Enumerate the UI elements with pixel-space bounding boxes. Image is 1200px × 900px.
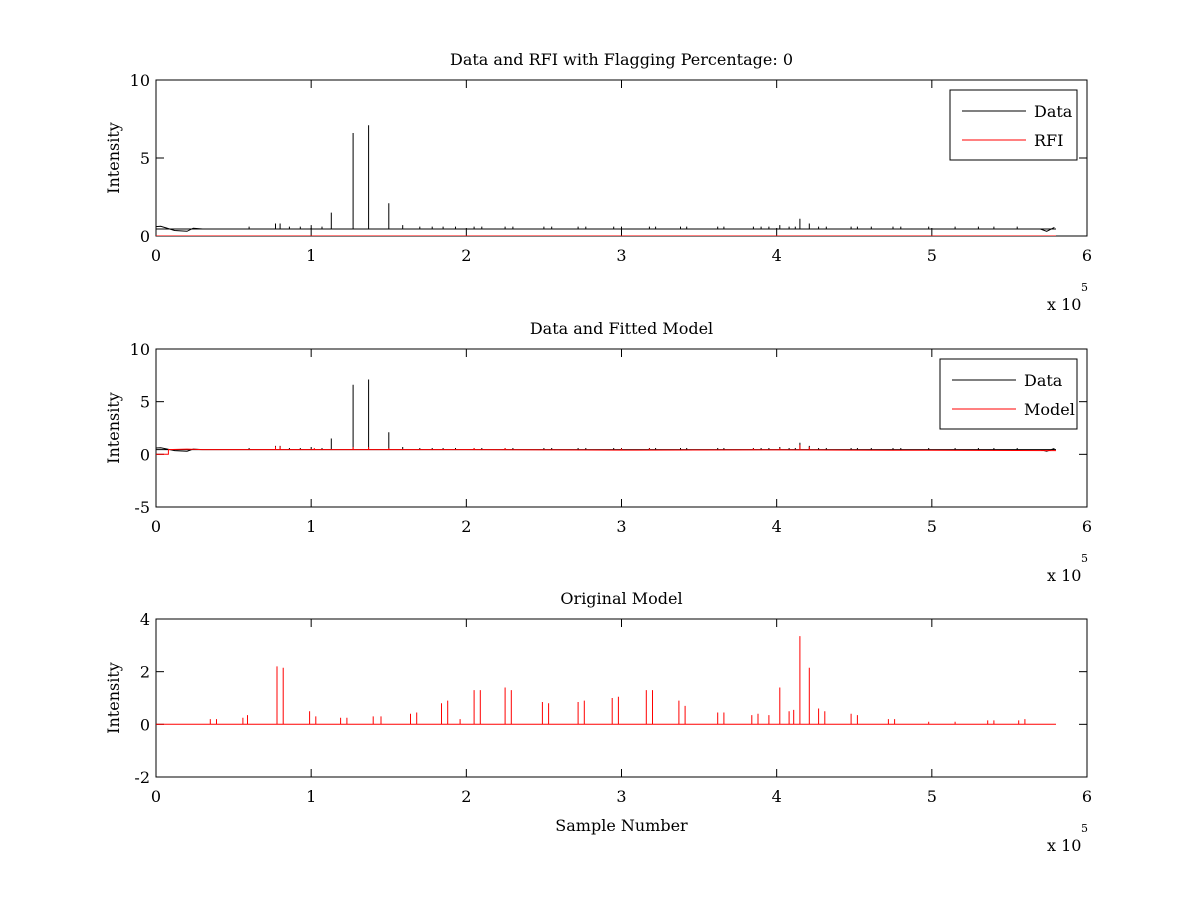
y-axis-label: Intensity <box>104 392 123 464</box>
plot-area <box>155 618 1088 778</box>
legend-label-data: Data <box>1024 371 1063 390</box>
x-tick-label: 1 <box>306 787 316 806</box>
x-tick-label: 4 <box>772 787 782 806</box>
x-tick-label: 2 <box>461 246 471 265</box>
series-group <box>156 125 1056 236</box>
legend-label-model: Model <box>1024 400 1075 419</box>
x-multiplier-base: x 10 <box>1047 836 1081 855</box>
x-tick-label: 5 <box>927 246 937 265</box>
y-tick-label: 0 <box>140 715 150 734</box>
x-tick-label: 0 <box>151 787 161 806</box>
x-tick-label: 6 <box>1082 517 1092 536</box>
x-tick-label: 3 <box>616 246 626 265</box>
plot-area <box>155 348 1088 508</box>
y-tick-label: 5 <box>140 149 150 168</box>
x-axis-label: Sample Number <box>555 816 688 835</box>
subplot-1: Data and RFI with Flagging Percentage: 0… <box>104 50 1092 314</box>
subplots: Data and RFI with Flagging Percentage: 0… <box>104 50 1092 855</box>
subplot-3: Original Model Intensity Sample Number 0 1 2 3… <box>104 589 1092 855</box>
x-tick-label: 5 <box>927 787 937 806</box>
x-tick-label: 1 <box>306 246 316 265</box>
legend-box <box>949 89 1078 161</box>
y-tick-label: 0 <box>140 445 150 464</box>
y-tick-label: 2 <box>140 663 150 682</box>
x-tick-label: 6 <box>1082 787 1092 806</box>
x-tick-label: 3 <box>616 787 626 806</box>
x-multiplier-exponent: 5 <box>1081 281 1088 294</box>
x-tick-label: 1 <box>306 517 316 536</box>
y-axis-label: Intensity <box>104 122 123 194</box>
model-series-line <box>156 636 1056 725</box>
x-tick-label: 0 <box>151 246 161 265</box>
x-multiplier-exponent: 5 <box>1081 552 1088 565</box>
series-group <box>156 636 1056 725</box>
x-tick-label: 0 <box>151 517 161 536</box>
x-tick-label: 6 <box>1082 246 1092 265</box>
x-multiplier-base: x 10 <box>1047 566 1081 585</box>
model-series-line <box>156 444 1057 455</box>
y-tick-label: 10 <box>130 71 150 90</box>
y-tick-label: 0 <box>140 227 150 246</box>
legend-label-rfi: RFI <box>1034 131 1063 150</box>
x-tick-label: 4 <box>772 517 782 536</box>
series-group <box>156 379 1057 455</box>
y-axis-label: Intensity <box>104 662 123 734</box>
legend-label-data: Data <box>1034 102 1073 121</box>
y-tick-label: -5 <box>134 498 150 517</box>
legend: Data Model <box>939 358 1078 430</box>
x-tick-label: 2 <box>461 517 471 536</box>
data-series-line <box>156 125 1056 232</box>
x-tick-label: 5 <box>927 517 937 536</box>
legend: Data RFI <box>949 89 1078 161</box>
chart-title: Original Model <box>560 589 682 608</box>
y-tick-label: 10 <box>130 340 150 359</box>
x-tick-label: 2 <box>461 787 471 806</box>
y-tick-label: 4 <box>140 610 150 629</box>
chart-title: Data and Fitted Model <box>530 319 713 338</box>
y-tick-label: -2 <box>134 768 150 787</box>
chart-title: Data and RFI with Flagging Percentage: 0 <box>450 50 793 69</box>
y-tick-label: 5 <box>140 393 150 412</box>
legend-box <box>939 358 1078 430</box>
plot-area <box>155 79 1088 237</box>
x-tick-label: 4 <box>772 246 782 265</box>
x-multiplier-exponent: 5 <box>1081 822 1088 835</box>
x-tick-label: 3 <box>616 517 626 536</box>
x-multiplier-base: x 10 <box>1047 295 1081 314</box>
